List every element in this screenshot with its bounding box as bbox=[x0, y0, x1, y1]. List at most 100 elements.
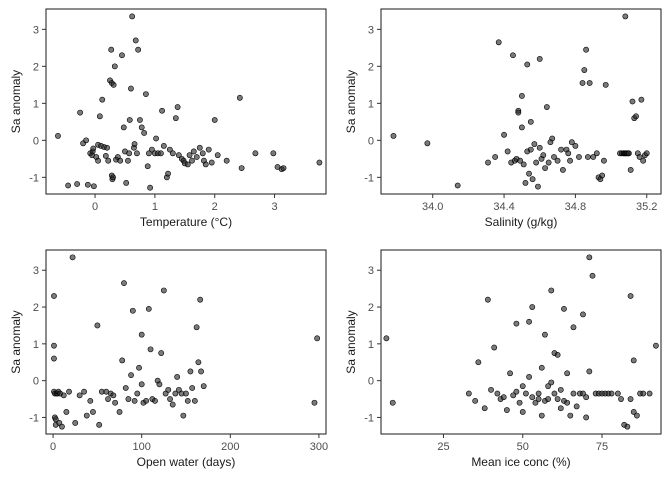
y-tick-label: 0 bbox=[33, 135, 39, 147]
data-point bbox=[183, 390, 189, 397]
data-point bbox=[526, 318, 532, 325]
data-point bbox=[146, 150, 152, 157]
data-point bbox=[160, 142, 167, 149]
data-point bbox=[517, 157, 524, 164]
x-tick-label: 100 bbox=[133, 441, 151, 453]
data-point bbox=[561, 305, 567, 312]
data-point bbox=[513, 320, 520, 327]
data-point bbox=[629, 98, 636, 105]
x-axis-title: Salinity (g/kg) bbox=[485, 215, 558, 229]
data-point bbox=[90, 145, 97, 152]
data-point bbox=[465, 390, 472, 397]
data-point bbox=[137, 117, 143, 123]
data-point bbox=[491, 344, 498, 351]
data-point bbox=[66, 388, 72, 395]
data-point bbox=[573, 403, 580, 410]
data-point bbox=[110, 392, 117, 399]
data-point bbox=[134, 150, 140, 157]
y-tick-label: -1 bbox=[29, 412, 39, 424]
y-tick-label: 0 bbox=[33, 376, 39, 388]
data-point bbox=[195, 359, 202, 366]
data-point bbox=[60, 392, 67, 399]
data-point bbox=[116, 409, 123, 415]
data-point bbox=[475, 359, 482, 366]
data-point bbox=[618, 396, 624, 402]
data-point bbox=[580, 311, 586, 318]
data-point bbox=[627, 396, 634, 402]
data-point bbox=[593, 150, 600, 157]
data-point bbox=[316, 159, 323, 166]
data-point bbox=[590, 154, 597, 160]
data-point bbox=[94, 322, 101, 329]
data-point bbox=[510, 392, 517, 399]
data-point bbox=[96, 113, 103, 120]
data-point bbox=[519, 383, 526, 390]
data-point bbox=[510, 52, 516, 59]
data-point bbox=[174, 374, 181, 380]
data-point bbox=[564, 399, 571, 406]
data-point bbox=[129, 307, 136, 314]
data-point bbox=[519, 409, 526, 415]
data-point bbox=[494, 390, 501, 397]
data-point bbox=[551, 154, 557, 160]
y-tick-label: -1 bbox=[29, 172, 39, 184]
data-point bbox=[538, 412, 545, 419]
data-point bbox=[112, 399, 119, 406]
data-point bbox=[129, 13, 136, 20]
data-point bbox=[143, 397, 150, 404]
data-point bbox=[522, 179, 529, 186]
data-point bbox=[653, 342, 659, 349]
data-point bbox=[51, 342, 57, 349]
data-point bbox=[627, 293, 634, 299]
data-point bbox=[102, 152, 109, 159]
y-tick-label: 1 bbox=[33, 339, 39, 351]
data-point bbox=[622, 13, 629, 20]
x-tick-label: 2 bbox=[212, 201, 218, 213]
data-point bbox=[503, 407, 510, 413]
data-point bbox=[484, 296, 491, 303]
data-point bbox=[166, 146, 173, 153]
x-tick-label: 0 bbox=[92, 201, 98, 213]
data-point bbox=[138, 124, 145, 131]
panel-border bbox=[45, 249, 327, 435]
data-point bbox=[636, 154, 643, 160]
x-tick-label: 1 bbox=[152, 201, 158, 213]
data-point bbox=[121, 280, 127, 287]
data-point bbox=[123, 179, 130, 186]
data-point bbox=[144, 163, 151, 170]
data-point bbox=[625, 150, 632, 157]
y-tick-label: 1 bbox=[368, 98, 374, 110]
data-point bbox=[646, 390, 653, 397]
data-point bbox=[630, 409, 637, 415]
x-tick-label: 34.8 bbox=[565, 201, 586, 213]
data-point bbox=[119, 52, 125, 59]
data-point bbox=[223, 157, 230, 164]
data-point bbox=[72, 420, 79, 426]
data-point bbox=[52, 416, 59, 423]
data-point bbox=[208, 159, 215, 166]
data-point bbox=[169, 150, 176, 157]
data-point bbox=[184, 397, 191, 404]
data-point bbox=[76, 392, 83, 399]
data-point bbox=[158, 350, 165, 356]
data-point bbox=[536, 144, 543, 151]
data-point bbox=[589, 272, 596, 279]
data-point bbox=[159, 107, 165, 114]
data-point bbox=[69, 254, 76, 261]
data-point bbox=[184, 161, 191, 168]
data-point bbox=[554, 351, 561, 358]
data-point bbox=[189, 385, 196, 391]
data-point bbox=[120, 124, 127, 131]
y-tick-label: 3 bbox=[368, 265, 374, 277]
data-point bbox=[535, 396, 542, 402]
data-point bbox=[586, 368, 593, 375]
data-point bbox=[538, 364, 545, 371]
data-point bbox=[141, 130, 148, 136]
scatter-panels: -1 0 1 2 3 0 1 2 3 Temperature (°C) Sa anomaly -1 0 1… bbox=[9, 8, 662, 469]
y-tick-label: 2 bbox=[368, 302, 374, 314]
data-point bbox=[191, 397, 198, 404]
data-point bbox=[189, 157, 195, 164]
data-point bbox=[96, 421, 103, 428]
data-point bbox=[132, 37, 139, 44]
data-point bbox=[633, 113, 639, 120]
